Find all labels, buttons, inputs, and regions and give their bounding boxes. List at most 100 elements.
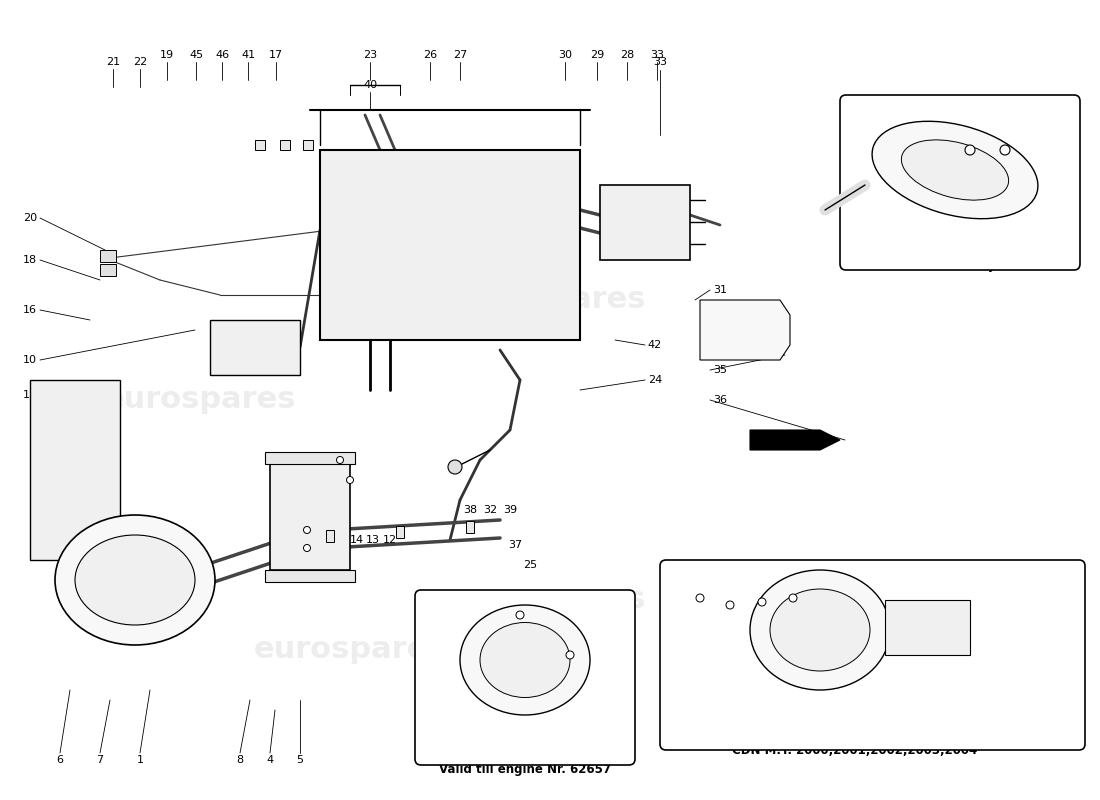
Circle shape [965,145,975,155]
Polygon shape [750,430,840,450]
Text: 6: 6 [56,755,64,765]
Text: 46: 46 [214,50,229,60]
Circle shape [696,594,704,602]
Bar [100,264,116,276]
Text: 10: 10 [23,355,37,365]
Circle shape [758,598,766,606]
Text: 38: 38 [463,505,477,515]
Bar [320,150,580,340]
Text: Vale per vetture non catalizzate: Vale per vetture non catalizzate [854,246,1067,259]
Text: 18: 18 [23,255,37,265]
Text: 11: 11 [828,570,842,580]
Text: eurospares: eurospares [453,586,647,614]
Text: 21: 21 [106,57,120,67]
Ellipse shape [75,535,195,625]
Text: eurospares: eurospares [453,286,647,314]
Text: 1: 1 [136,755,143,765]
Text: 29: 29 [590,50,604,60]
Text: 30: 30 [558,50,572,60]
Text: 7: 7 [97,755,103,765]
Text: 43: 43 [1003,102,1018,112]
Text: 26: 26 [422,50,437,60]
Circle shape [516,611,524,619]
Text: 13: 13 [315,535,329,545]
Polygon shape [700,300,790,360]
Bar [265,570,355,582]
Bar [886,600,970,655]
Text: 33: 33 [653,57,667,67]
Text: Valid till engine Nr. 62657: Valid till engine Nr. 62657 [439,763,610,777]
Text: 23: 23 [363,50,377,60]
Ellipse shape [872,122,1038,218]
Text: 37: 37 [508,540,522,550]
Text: 2: 2 [586,730,594,740]
Text: 13: 13 [366,535,379,545]
Text: 9: 9 [790,570,796,580]
Text: 44: 44 [971,110,986,120]
Text: 8: 8 [236,755,243,765]
Text: 16: 16 [23,305,37,315]
Ellipse shape [901,140,1009,200]
Text: 33: 33 [650,50,664,60]
Text: 4: 4 [266,755,274,765]
Circle shape [1000,145,1010,155]
Ellipse shape [750,570,890,690]
Bar [265,452,355,464]
Text: 41: 41 [241,50,255,60]
Circle shape [566,651,574,659]
Text: 19: 19 [160,50,174,60]
Text: 42: 42 [648,340,662,350]
Bar [210,320,300,375]
Text: 20: 20 [23,213,37,223]
Bar [396,526,404,538]
Bar [326,530,334,542]
Text: 11: 11 [23,390,37,400]
Text: 14: 14 [350,535,364,545]
Text: 3: 3 [466,730,473,740]
Text: 25: 25 [522,560,537,570]
Text: Valid for not catalyzed cars: Valid for not catalyzed cars [869,259,1050,273]
Circle shape [448,460,462,474]
FancyBboxPatch shape [660,560,1085,750]
Bar [302,140,313,150]
Circle shape [346,477,353,483]
Text: 17: 17 [268,50,283,60]
Text: 5: 5 [759,570,766,580]
Text: eurospares: eurospares [103,386,296,414]
Bar [280,140,290,150]
Text: 9: 9 [299,535,307,545]
Text: 1: 1 [696,570,704,580]
Text: 39: 39 [503,505,517,515]
Text: USA M.Y. 2000,2001,2002,2003,2004: USA M.Y. 2000,2001,2002,2003,2004 [733,729,977,742]
Text: 35: 35 [713,365,727,375]
Text: 15: 15 [334,535,348,545]
Polygon shape [30,380,120,560]
Text: Vale fino al motore Nr. 62657: Vale fino al motore Nr. 62657 [428,749,623,762]
Ellipse shape [55,515,215,645]
Text: 32: 32 [483,505,497,515]
Text: 4: 4 [726,570,734,580]
Text: 27: 27 [453,50,468,60]
Ellipse shape [480,622,570,698]
Bar [466,521,474,533]
Bar [255,140,265,150]
Text: 12: 12 [383,535,397,545]
Text: 34: 34 [713,335,727,345]
Bar [270,460,350,570]
Text: 24: 24 [648,375,662,385]
Text: 1: 1 [527,710,534,720]
Bar [100,250,116,262]
Ellipse shape [770,589,870,671]
Text: 31: 31 [713,285,727,295]
Text: 5: 5 [297,755,304,765]
Bar [600,185,690,260]
Ellipse shape [460,605,590,715]
FancyBboxPatch shape [415,590,635,765]
Circle shape [304,545,310,551]
Circle shape [789,594,797,602]
Text: 40: 40 [363,80,377,90]
Circle shape [337,457,343,463]
Text: eurospares: eurospares [254,635,447,665]
Text: 28: 28 [620,50,634,60]
Text: 45: 45 [189,50,204,60]
